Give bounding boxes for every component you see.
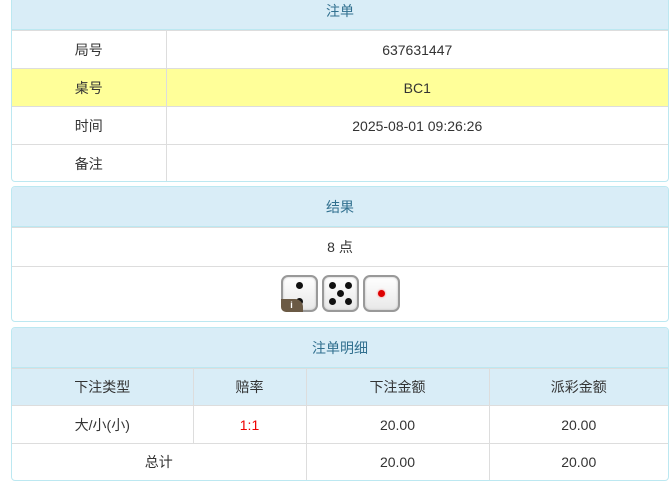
detail-panel: 注单明细 下注类型 赔率 下注金额 派彩金额 大/小(小) 1:1 20.00 … (11, 327, 669, 481)
result-panel: 结果 8 点 i (11, 186, 669, 322)
row-time: 时间 2025-08-01 09:26:26 (12, 106, 668, 145)
table-number: BC1 (165, 68, 668, 107)
payout-amount: 20.00 (488, 405, 668, 444)
row-round: 局号 637631447 (12, 30, 668, 69)
note-value (165, 144, 668, 181)
header-odds: 赔率 (192, 368, 307, 406)
order-panel: 注单 局号 637631447 桌号 BC1 时间 2025-08-01 09:26:… (11, 0, 669, 182)
points-value: 8 点 (12, 227, 668, 266)
header-row: 下注类型 赔率 下注金额 派彩金额 (12, 368, 668, 406)
info-icon[interactable]: i (280, 299, 303, 312)
total-label: 总计 (12, 443, 307, 480)
row-note: 备注 (12, 144, 668, 181)
order-title: 注单 (12, 0, 668, 30)
bet-amount: 20.00 (305, 405, 490, 444)
table-row: 大/小(小) 1:1 20.00 20.00 (12, 405, 668, 444)
die-one (362, 275, 400, 312)
die-two: i (280, 275, 318, 312)
dice-row: i (12, 265, 668, 321)
label: 桌号 (12, 68, 167, 107)
bet-type: 大/小(小) (12, 405, 194, 444)
total-bet: 20.00 (305, 443, 490, 480)
total-payout: 20.00 (488, 443, 668, 480)
header-type: 下注类型 (12, 368, 194, 406)
header-bet: 下注金额 (305, 368, 490, 406)
time-value: 2025-08-01 09:26:26 (165, 106, 668, 145)
die-five (321, 275, 359, 312)
label: 备注 (12, 144, 167, 181)
order-table: 局号 637631447 桌号 BC1 时间 2025-08-01 09:26:26 … (12, 30, 668, 181)
label: 局号 (12, 30, 167, 69)
odds: 1:1 (192, 405, 307, 444)
detail-table: 下注类型 赔率 下注金额 派彩金额 大/小(小) 1:1 20.00 20.00… (12, 368, 668, 480)
label: 时间 (12, 106, 167, 145)
total-row: 总计 20.00 20.00 (12, 443, 668, 480)
header-payout: 派彩金额 (488, 368, 668, 406)
result-title: 结果 (12, 187, 668, 227)
detail-title: 注单明细 (12, 328, 668, 368)
round-number: 637631447 (165, 30, 668, 69)
row-table: 桌号 BC1 (12, 68, 668, 107)
